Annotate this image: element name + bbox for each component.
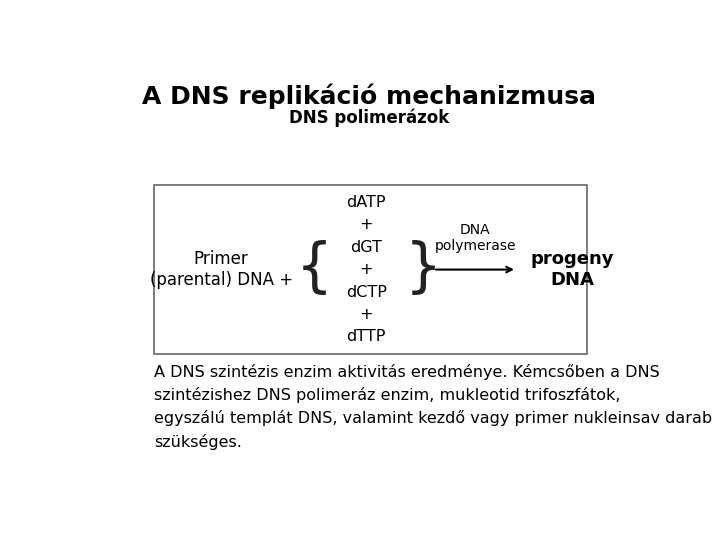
Text: dGT: dGT [350,240,382,255]
Text: dATP: dATP [346,195,386,210]
Text: progeny
DNA: progeny DNA [531,250,614,289]
Text: dCTP: dCTP [346,285,387,300]
Text: A DNS szintézis enzim aktivitás eredménye. Kémcsőben a DNS
szintézishez DNS poli: A DNS szintézis enzim aktivitás eredmény… [154,364,712,450]
Text: dTTP: dTTP [346,329,386,345]
Text: +: + [359,217,373,232]
Text: +: + [359,262,373,277]
Text: Primer
(parental) DNA +: Primer (parental) DNA + [150,250,293,289]
Text: $\}$: $\}$ [405,238,436,297]
Text: DNA
polymerase: DNA polymerase [434,222,516,253]
Text: A DNS replikáció mechanizmusa: A DNS replikáció mechanizmusa [142,84,596,109]
Bar [154,185,587,354]
Text: DNS polimerázok: DNS polimerázok [289,109,449,127]
Text: +: + [359,307,373,322]
Text: $\{$: $\{$ [294,238,326,297]
